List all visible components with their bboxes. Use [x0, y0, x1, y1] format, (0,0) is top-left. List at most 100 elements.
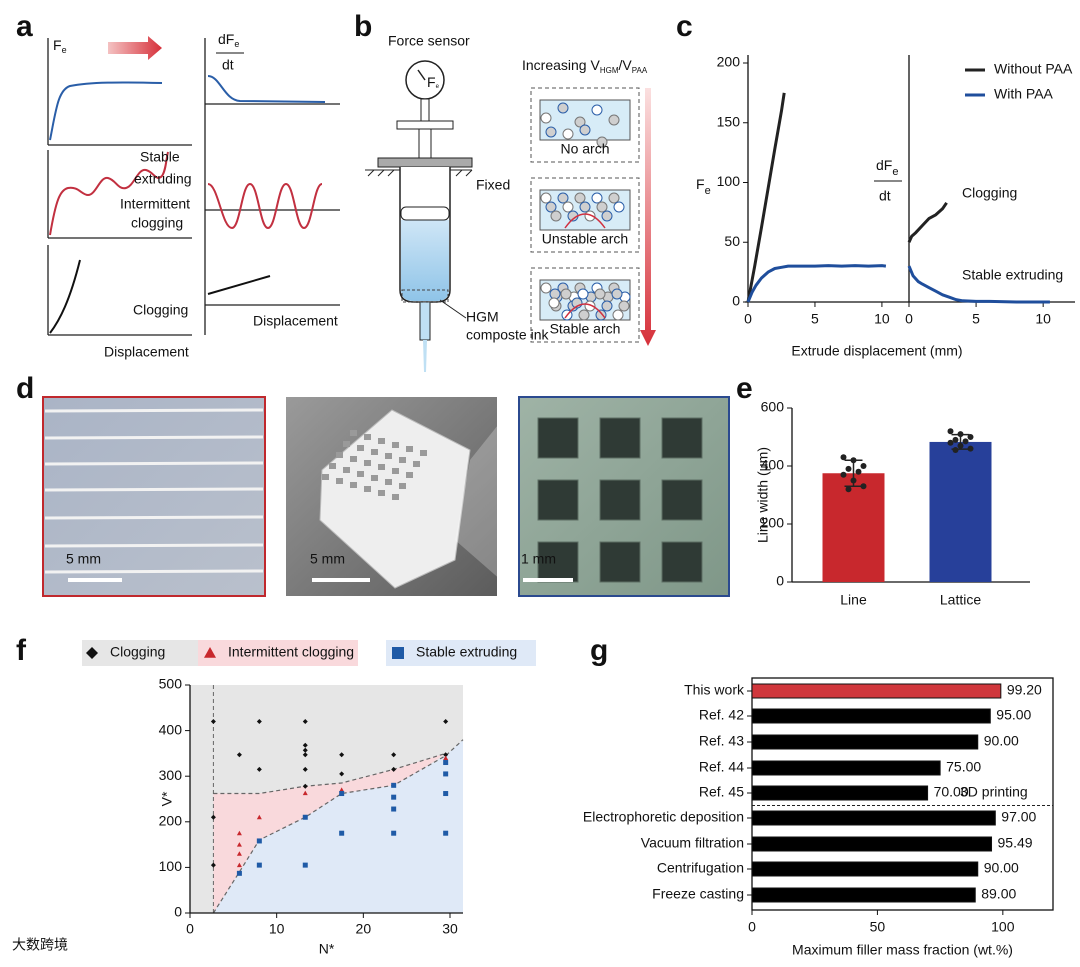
x-tick-label: 5: [972, 311, 980, 327]
line: [907, 265, 1050, 304]
x-tick-label: 100: [991, 919, 1015, 935]
printed-line: [44, 408, 264, 413]
nozzle-stream: [423, 340, 427, 372]
x-label: Displacement: [104, 344, 189, 360]
y2-label: dFe: [218, 31, 239, 50]
value-label: 89.00: [981, 886, 1016, 902]
legend-label: Stable extruding: [416, 644, 517, 660]
marker: [302, 747, 308, 753]
marker: [339, 787, 345, 792]
x-tick-label: 0: [748, 919, 756, 935]
line: [746, 92, 786, 303]
lattice-hole: [350, 430, 357, 436]
lattice-hole: [661, 417, 703, 459]
x-tick-label: 10: [874, 311, 890, 327]
annotation: 3D printing: [960, 784, 1028, 800]
x-label: Displacement: [253, 313, 338, 329]
marker: [236, 862, 242, 868]
particle: [591, 192, 603, 204]
legend-label: Intermittent clogging: [228, 644, 354, 660]
lattice-hole: [364, 434, 371, 440]
printed-line: [44, 543, 264, 548]
y-label: Line width (μm): [755, 447, 771, 543]
lattice-hole: [336, 478, 343, 484]
x-tick-label: 50: [870, 919, 886, 935]
lattice-hole: [322, 474, 329, 480]
lattice-hole: [350, 482, 357, 488]
subscript: e: [892, 166, 898, 178]
x-tick-label: 0: [744, 311, 752, 327]
data-point: [860, 463, 867, 469]
marker: [204, 647, 216, 658]
panel-label: c: [676, 10, 693, 43]
marker: [443, 791, 449, 797]
x-label: Extrude displacement (mm): [791, 343, 962, 359]
ink: [401, 220, 449, 301]
value-label: 95.49: [998, 835, 1033, 851]
y2-label: dt: [222, 57, 234, 73]
x-label: N*: [319, 941, 335, 957]
label-ink: composte ink: [466, 327, 549, 343]
y-tick-label: 100: [159, 858, 183, 874]
panel-label: b: [354, 10, 372, 43]
bar: [751, 785, 929, 801]
data-point: [855, 468, 862, 475]
marker: [339, 830, 345, 836]
curve-clogging: [49, 259, 81, 334]
particle: [591, 104, 603, 116]
marker: [256, 766, 262, 772]
marker: [256, 814, 262, 820]
annotation: Clogging: [962, 185, 1017, 201]
particle: [557, 102, 569, 114]
marker: [236, 842, 242, 847]
lattice-hole: [537, 479, 579, 521]
lattice-hole: [392, 494, 399, 500]
label-ink: HGM: [466, 309, 499, 325]
scale-label: 5 mm: [310, 551, 345, 567]
particle: [594, 288, 606, 300]
particle: [612, 309, 624, 321]
y-tick-label: Ref. 45: [699, 784, 744, 800]
lattice-hole: [364, 460, 371, 466]
y-tick-label: 400: [761, 457, 785, 473]
data-point: [967, 445, 974, 452]
lattice-hole: [413, 461, 420, 467]
marker: [210, 718, 216, 724]
boundary: [212, 739, 464, 914]
marker: [443, 760, 449, 766]
particle: [562, 201, 574, 213]
marker: [443, 755, 449, 760]
data-point: [952, 436, 959, 443]
bar: [751, 760, 941, 776]
boundary: [213, 752, 446, 795]
marker: [236, 830, 242, 836]
lattice-hole: [537, 417, 579, 459]
data-point: [860, 483, 867, 490]
x-tick-label: 10: [1035, 311, 1051, 327]
marker: [302, 718, 308, 724]
printed-line: [44, 569, 264, 574]
label-trend: Increasing VHGM/VPAA: [522, 57, 648, 75]
particle: [596, 136, 608, 148]
y-label: V*: [159, 791, 175, 806]
region: [213, 739, 463, 913]
y-tick-label: This work: [684, 682, 745, 698]
bar: [751, 810, 996, 826]
fixed-plate: [377, 157, 473, 168]
marker: [236, 870, 242, 876]
value-label: 99.20: [1007, 682, 1042, 698]
marker: [302, 766, 308, 772]
panel-label: d: [16, 372, 34, 405]
particle: [540, 192, 552, 204]
particle: [618, 300, 630, 312]
lattice-hole: [378, 438, 385, 444]
particle: [545, 126, 557, 138]
data-point: [957, 431, 964, 438]
y-tick-label: 150: [717, 113, 741, 129]
value-label: 90.00: [984, 860, 1019, 876]
y-tick-label: 0: [174, 904, 182, 920]
bar: [751, 683, 1002, 699]
data-point: [850, 457, 857, 464]
bar: [751, 708, 991, 724]
x-tick-label: Line: [840, 592, 867, 608]
